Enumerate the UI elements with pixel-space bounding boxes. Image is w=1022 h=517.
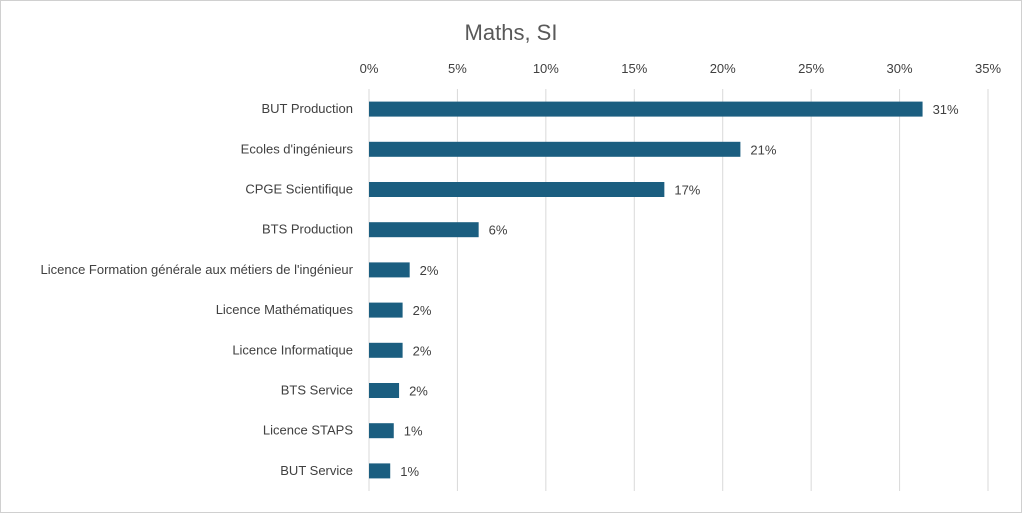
x-tick-label: 0% — [360, 61, 379, 76]
bar — [369, 383, 400, 398]
category-label: BTS Production — [262, 222, 353, 237]
category-label: BTS Service — [281, 383, 353, 398]
x-tick-label: 35% — [975, 61, 1001, 76]
data-label: 17% — [674, 183, 700, 198]
category-label: Licence STAPS — [263, 423, 353, 438]
x-tick-label: 25% — [798, 61, 824, 76]
category-label: BUT Service — [280, 463, 353, 478]
bar — [369, 141, 741, 157]
bar — [369, 101, 923, 117]
category-label: Ecoles d'ingénieurs — [241, 141, 354, 156]
x-tick-label: 30% — [887, 61, 913, 76]
chart-title: Maths, SI — [465, 20, 558, 45]
data-label: 1% — [404, 424, 423, 439]
data-label: 2% — [413, 343, 432, 358]
bar — [369, 342, 403, 358]
data-label: 1% — [400, 464, 419, 479]
bar — [369, 423, 394, 439]
bar — [369, 182, 665, 197]
x-tick-label: 20% — [710, 61, 736, 76]
x-tick-label: 10% — [533, 61, 559, 76]
data-label: 2% — [409, 384, 428, 399]
bar — [369, 302, 403, 318]
data-label: 6% — [489, 223, 508, 238]
bar — [369, 222, 479, 238]
bar — [369, 262, 410, 278]
data-label: 2% — [413, 303, 432, 318]
data-label: 21% — [750, 142, 776, 157]
category-label: Licence Informatique — [232, 342, 353, 357]
data-label: 31% — [933, 102, 959, 117]
category-label: CPGE Scientifique — [245, 182, 353, 197]
category-label: Licence Mathématiques — [216, 302, 354, 317]
x-tick-label: 5% — [448, 61, 467, 76]
category-label: Licence Formation générale aux métiers d… — [41, 262, 354, 277]
data-label: 2% — [420, 263, 439, 278]
x-tick-label: 15% — [621, 61, 647, 76]
bar — [369, 463, 391, 479]
category-label: BUT Production — [261, 101, 353, 116]
